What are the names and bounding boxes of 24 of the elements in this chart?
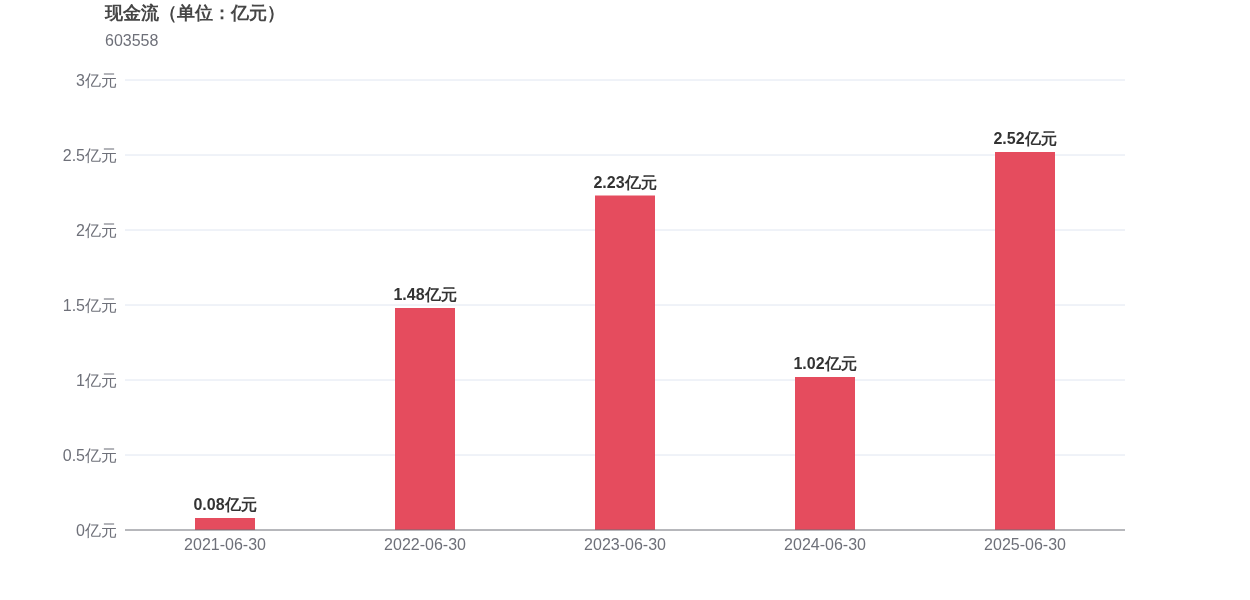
x-tick-label: 2022-06-30	[384, 536, 467, 553]
y-tick-label: 0.5亿元	[62, 447, 117, 464]
bar	[595, 195, 655, 530]
chart-subtitle: 603558	[105, 32, 159, 49]
data-label: 1.02亿元	[793, 355, 857, 372]
y-tick-label: 2亿元	[76, 222, 117, 239]
chart-title: 现金流（单位：亿元）	[104, 3, 285, 23]
data-label: 2.23亿元	[593, 173, 657, 191]
data-label: 2.52亿元	[993, 130, 1057, 147]
bar	[195, 518, 255, 530]
x-tick-label: 2024-06-30	[784, 536, 867, 553]
data-label: 0.08亿元	[193, 496, 257, 513]
y-tick-label: 2.5亿元	[62, 147, 117, 164]
bar	[995, 152, 1055, 530]
y-tick-label: 1亿元	[76, 372, 117, 389]
data-label: 1.48亿元	[393, 286, 457, 303]
y-tick-label: 0亿元	[76, 522, 117, 539]
x-tick-label: 2025-06-30	[984, 536, 1067, 553]
bar	[395, 308, 455, 530]
x-tick-label: 2023-06-30	[584, 536, 667, 553]
x-tick-label: 2021-06-30	[184, 536, 267, 553]
bar	[795, 377, 855, 530]
y-tick-label: 3亿元	[76, 72, 117, 89]
y-tick-label: 1.5亿元	[62, 297, 117, 314]
